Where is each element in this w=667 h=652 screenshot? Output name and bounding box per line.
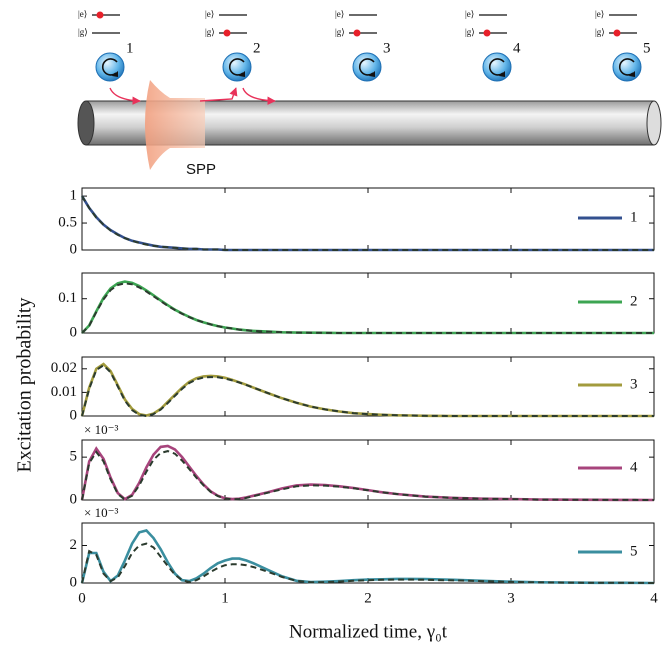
x-tick-label: 4 bbox=[650, 590, 658, 606]
legend-label: 2 bbox=[630, 293, 638, 309]
atom-spin bbox=[488, 58, 505, 76]
atom-spin-head bbox=[369, 71, 375, 77]
atom-label: 2 bbox=[253, 40, 261, 56]
x-tick-label: 0 bbox=[78, 590, 86, 606]
y-tick-label: 0.01 bbox=[51, 384, 77, 400]
atom-spin-head bbox=[239, 71, 245, 77]
y-tick-label: 2 bbox=[70, 537, 78, 553]
y-tick-label: 5 bbox=[70, 449, 78, 465]
y-tick-label: 1 bbox=[70, 188, 78, 204]
dashed-line bbox=[81, 195, 654, 251]
excited-label: |e⟩ bbox=[78, 9, 87, 19]
atom-spin bbox=[618, 58, 635, 76]
panel: 0 0.01 0.02 3 bbox=[51, 356, 655, 423]
panel: 00.1 2 bbox=[58, 272, 655, 340]
y-tick-label: 0 bbox=[70, 407, 78, 423]
panel: 0 5 × 10⁻³ 4 bbox=[70, 422, 655, 507]
spp-label: SPP bbox=[186, 161, 216, 178]
y-tick-label: 0.5 bbox=[58, 214, 77, 230]
panel: 0 0.5 1 1 bbox=[58, 187, 655, 257]
y-tick-label: 0 bbox=[70, 241, 78, 257]
atom-spin bbox=[358, 58, 375, 76]
arrow bbox=[109, 87, 141, 105]
plot-area bbox=[81, 187, 655, 251]
x-tick-label: 2 bbox=[364, 590, 372, 606]
ground-label: |g⟩ bbox=[78, 27, 88, 37]
atom-spin-head bbox=[112, 71, 118, 77]
plot-area bbox=[81, 522, 655, 584]
arrow bbox=[242, 87, 276, 105]
atom bbox=[482, 52, 512, 82]
plot-area bbox=[81, 356, 655, 417]
atom bbox=[222, 52, 252, 82]
ground-label: |g⟩ bbox=[595, 27, 605, 37]
ground-label: |g⟩ bbox=[335, 27, 345, 37]
population-dot bbox=[96, 11, 104, 19]
population-dot bbox=[613, 29, 621, 37]
dashed-line bbox=[81, 450, 655, 501]
y-tick-label: 0 bbox=[70, 574, 78, 590]
excited-label: |e⟩ bbox=[205, 9, 214, 19]
dashed-line bbox=[81, 282, 654, 334]
dashed-line bbox=[81, 364, 654, 418]
excited-label: |e⟩ bbox=[335, 9, 344, 19]
y-tick-label: 0 bbox=[70, 491, 78, 507]
population-dot bbox=[483, 29, 491, 37]
atom bbox=[95, 52, 125, 82]
x-tick-label: 1 bbox=[221, 590, 229, 606]
excited-label: |e⟩ bbox=[465, 9, 474, 19]
line bbox=[80, 529, 655, 585]
legend-label: 3 bbox=[630, 376, 638, 392]
dashed-line bbox=[81, 542, 655, 584]
spp-pulse bbox=[145, 80, 205, 170]
atom-label: 5 bbox=[643, 40, 651, 56]
atom-label: 1 bbox=[126, 40, 134, 56]
atom-spin bbox=[101, 58, 118, 76]
legend-label: 1 bbox=[630, 209, 638, 225]
x-tick-label: 3 bbox=[507, 590, 515, 606]
y-axis-label: Excitation probability bbox=[14, 298, 36, 473]
plot-area bbox=[81, 272, 655, 334]
atom-label: 3 bbox=[383, 40, 391, 56]
atom bbox=[612, 52, 642, 82]
panel: 0 1 2 3 4 0 2 × 10⁻³ Normalized time, γ₀t 5 bbox=[70, 505, 659, 642]
axis-multiplier: × 10⁻³ bbox=[84, 505, 118, 520]
y-tick-label: 0.02 bbox=[51, 360, 77, 376]
atom bbox=[352, 52, 382, 82]
atom-spin-head bbox=[499, 71, 505, 77]
y-tick-label: 0 bbox=[70, 324, 78, 340]
excited-label: |e⟩ bbox=[595, 9, 604, 19]
atom-label: 4 bbox=[513, 40, 521, 56]
ground-label: |g⟩ bbox=[465, 27, 475, 37]
legend-label: 4 bbox=[630, 459, 638, 475]
legend-label: 5 bbox=[630, 543, 638, 559]
arrow bbox=[199, 87, 238, 102]
atom-spin-head bbox=[629, 71, 635, 77]
population-dot bbox=[353, 29, 361, 37]
axis-multiplier: × 10⁻³ bbox=[84, 422, 118, 437]
atom-spin bbox=[228, 58, 245, 76]
population-dot bbox=[223, 29, 231, 37]
y-tick-label: 0.1 bbox=[58, 290, 77, 306]
ground-label: |g⟩ bbox=[205, 27, 215, 37]
x-axis-label: Normalized time, γ₀t bbox=[289, 621, 448, 642]
